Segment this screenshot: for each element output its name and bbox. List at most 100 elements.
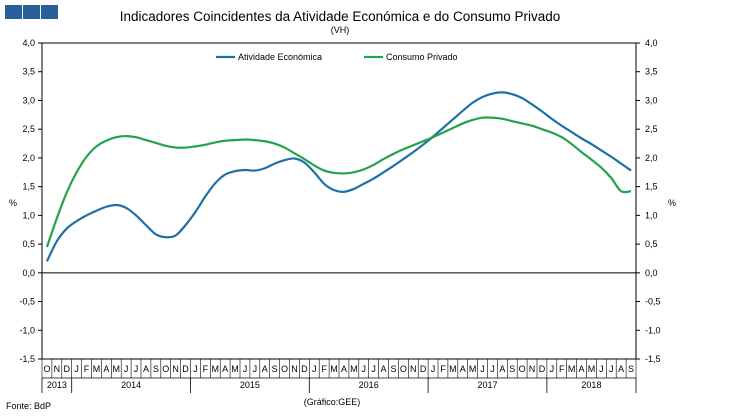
x-tick-label-month: F xyxy=(84,364,90,374)
y-tick-label-right: 2,0 xyxy=(645,153,658,163)
x-tick-label-month: S xyxy=(272,364,278,374)
y-tick-label-right: 2,5 xyxy=(645,124,658,134)
x-tick-label-month: S xyxy=(153,364,159,374)
chart-credit: (Gráfico:GEE) xyxy=(304,397,361,407)
x-tick-label-month: N xyxy=(172,364,179,374)
x-tick-label-month: D xyxy=(182,364,189,374)
y-tick-label-left: 3,0 xyxy=(22,95,35,105)
x-tick-label-month: J xyxy=(193,364,198,374)
y-tick-label-left: 1,5 xyxy=(22,182,35,192)
x-tick-label-month: D xyxy=(301,364,308,374)
x-tick-label-year: 2013 xyxy=(47,380,67,390)
legend: Atividade Económica Consumo Privado xyxy=(216,52,458,62)
y-tick-label-right: 1,0 xyxy=(645,210,658,220)
x-tick-label-month: F xyxy=(440,364,446,374)
x-tick-label-month: J xyxy=(371,364,376,374)
x-tick-label-month: A xyxy=(341,364,347,374)
x-tick-label-month: N xyxy=(291,364,298,374)
legend-label-atividade: Atividade Económica xyxy=(238,52,322,62)
y-tick-label-left: -1,0 xyxy=(19,325,35,335)
x-tick-label-month: A xyxy=(460,364,466,374)
x-tick-label-month: J xyxy=(253,364,258,374)
logo-square-3 xyxy=(41,5,58,19)
x-tick-label-month: O xyxy=(162,364,169,374)
y-tick-label-right: 3,5 xyxy=(645,67,658,77)
y-tick-label-right: 4,0 xyxy=(645,38,658,48)
y-tick-label-left: 0,5 xyxy=(22,239,35,249)
y-axis-label-right: % xyxy=(668,198,676,208)
y-axis-right: 4,0 3,5 3,0 2,5 2,0 1,5 1,0 0,5 0,0 -0,5 -1,0 -1,5 xyxy=(636,38,661,364)
x-tick-label-month: N xyxy=(529,364,536,374)
x-tick-label-month: S xyxy=(628,364,634,374)
x-tick-label-month: M xyxy=(469,364,477,374)
series-line-consumo xyxy=(45,116,632,248)
y-tick-label-right: 0,5 xyxy=(645,239,658,249)
x-tick-label-month: A xyxy=(618,364,624,374)
y-axis-label-left: % xyxy=(9,198,17,208)
x-tick-label-month: M xyxy=(588,364,596,374)
x-tick-label-month: N xyxy=(410,364,417,374)
x-tick-label-month: J xyxy=(490,364,495,374)
x-tick-label-month: J xyxy=(312,364,317,374)
x-tick-label-month: O xyxy=(519,364,526,374)
y-tick-label-right: 1,5 xyxy=(645,182,658,192)
x-tick-label-month: M xyxy=(231,364,239,374)
y-tick-label-right: -1,5 xyxy=(645,354,661,364)
x-tick-label-month: J xyxy=(431,364,436,374)
x-tick-label-month: J xyxy=(134,364,139,374)
logo-square-1 xyxy=(5,5,22,19)
x-tick-label-month: M xyxy=(330,364,338,374)
x-tick-label-month: O xyxy=(400,364,407,374)
x-tick-label-month: D xyxy=(420,364,427,374)
x-tick-label-month: J xyxy=(550,364,555,374)
x-tick-label-month: S xyxy=(390,364,396,374)
x-tick-label-month: M xyxy=(113,364,121,374)
y-tick-label-left: 0,0 xyxy=(22,268,35,278)
x-tick-label-month: O xyxy=(281,364,288,374)
x-tick-label-month: M xyxy=(93,364,101,374)
y-tick-label-left: -1,5 xyxy=(19,354,35,364)
x-tick-label-month: A xyxy=(103,364,109,374)
x-tick-label-month: A xyxy=(381,364,387,374)
chart-title: Indicadores Coincidentes da Atividade Ec… xyxy=(120,9,561,24)
x-tick-label-month: A xyxy=(143,364,149,374)
x-tick-label-year: 2016 xyxy=(359,380,379,390)
x-tick-label-month: D xyxy=(64,364,71,374)
legend-label-consumo: Consumo Privado xyxy=(386,52,458,62)
x-tick-label-month: F xyxy=(559,364,565,374)
x-tick-label-year: 2015 xyxy=(240,380,260,390)
x-tick-label-month: M xyxy=(212,364,220,374)
series-lines xyxy=(45,91,632,262)
x-tick-label-month: M xyxy=(568,364,576,374)
y-tick-label-left: 1,0 xyxy=(22,210,35,220)
chart-subtitle: (VH) xyxy=(331,25,350,35)
y-tick-label-right: 3,0 xyxy=(645,95,658,105)
x-tick-label-month: J xyxy=(362,364,367,374)
x-tick-label-month: F xyxy=(321,364,327,374)
y-tick-label-right: -1,0 xyxy=(645,325,661,335)
y-tick-label-left: -0,5 xyxy=(19,297,35,307)
x-tick-label-month: J xyxy=(243,364,248,374)
x-tick-label-month: D xyxy=(539,364,546,374)
y-tick-label-right: 0,0 xyxy=(645,268,658,278)
x-tick-label-month: A xyxy=(262,364,268,374)
y-tick-label-left: 2,0 xyxy=(22,153,35,163)
y-tick-label-left: 2,5 xyxy=(22,124,35,134)
plot-frame xyxy=(41,42,637,360)
x-tick-label-month: F xyxy=(203,364,209,374)
x-tick-label-month: A xyxy=(222,364,228,374)
x-tick-label-month: A xyxy=(499,364,505,374)
x-tick-label-month: J xyxy=(74,364,79,374)
y-tick-label-left: 4,0 xyxy=(22,38,35,48)
x-tick-label-month: M xyxy=(350,364,358,374)
x-tick-label-month: M xyxy=(449,364,457,374)
x-tick-label-month: J xyxy=(480,364,485,374)
x-tick-label-month: N xyxy=(54,364,61,374)
x-tick-label-year: 2014 xyxy=(121,380,141,390)
x-tick-label-month: O xyxy=(43,364,50,374)
logo xyxy=(5,5,58,19)
source-note: Fonte: BdP xyxy=(6,401,51,411)
x-tick-label-year: 2018 xyxy=(581,380,601,390)
